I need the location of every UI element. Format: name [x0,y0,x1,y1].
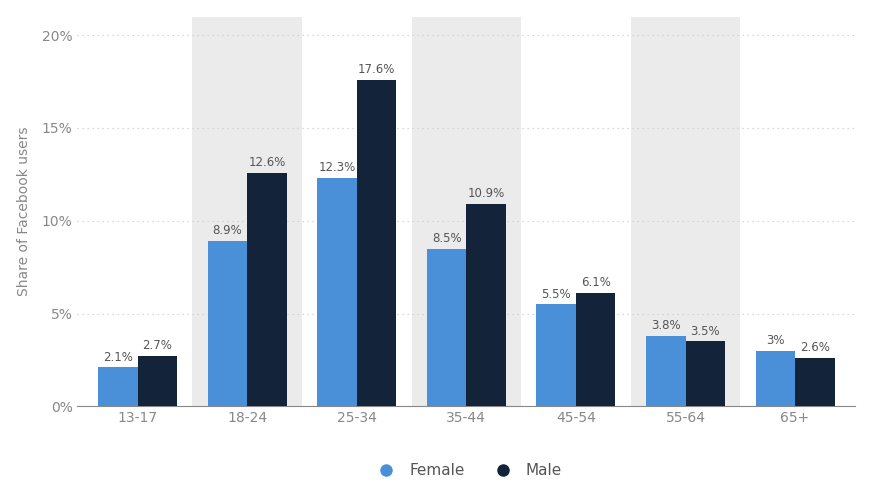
Text: 10.9%: 10.9% [467,188,505,200]
Bar [317,178,357,406]
Bar [248,172,287,406]
Text: 3.8%: 3.8% [651,319,680,332]
Y-axis label: Share of Facebook users: Share of Facebook users [17,126,31,296]
Text: 5.5%: 5.5% [542,288,571,300]
Text: 2.1%: 2.1% [103,350,133,364]
Bar [467,204,506,406]
Bar [756,350,795,406]
Bar [357,80,396,406]
Bar [536,304,576,406]
Text: 17.6%: 17.6% [358,63,395,76]
Text: 8.5%: 8.5% [432,232,461,245]
Text: 8.9%: 8.9% [213,224,242,237]
Text: 6.1%: 6.1% [581,276,610,289]
Bar [138,356,177,406]
Bar [193,16,302,406]
Bar [99,368,138,406]
Bar [208,241,248,406]
Text: 2.7%: 2.7% [142,340,173,352]
Text: 2.6%: 2.6% [800,342,830,354]
Text: 3%: 3% [766,334,785,347]
Bar [685,342,725,406]
Text: 12.6%: 12.6% [249,156,286,169]
Bar [427,248,467,406]
Bar [630,16,740,406]
Text: 12.3%: 12.3% [318,162,356,174]
Bar [795,358,835,406]
Legend: Female, Male: Female, Male [364,457,568,484]
Text: 3.5%: 3.5% [691,324,720,338]
Bar [576,293,616,406]
Bar [646,336,685,406]
Bar [412,16,521,406]
